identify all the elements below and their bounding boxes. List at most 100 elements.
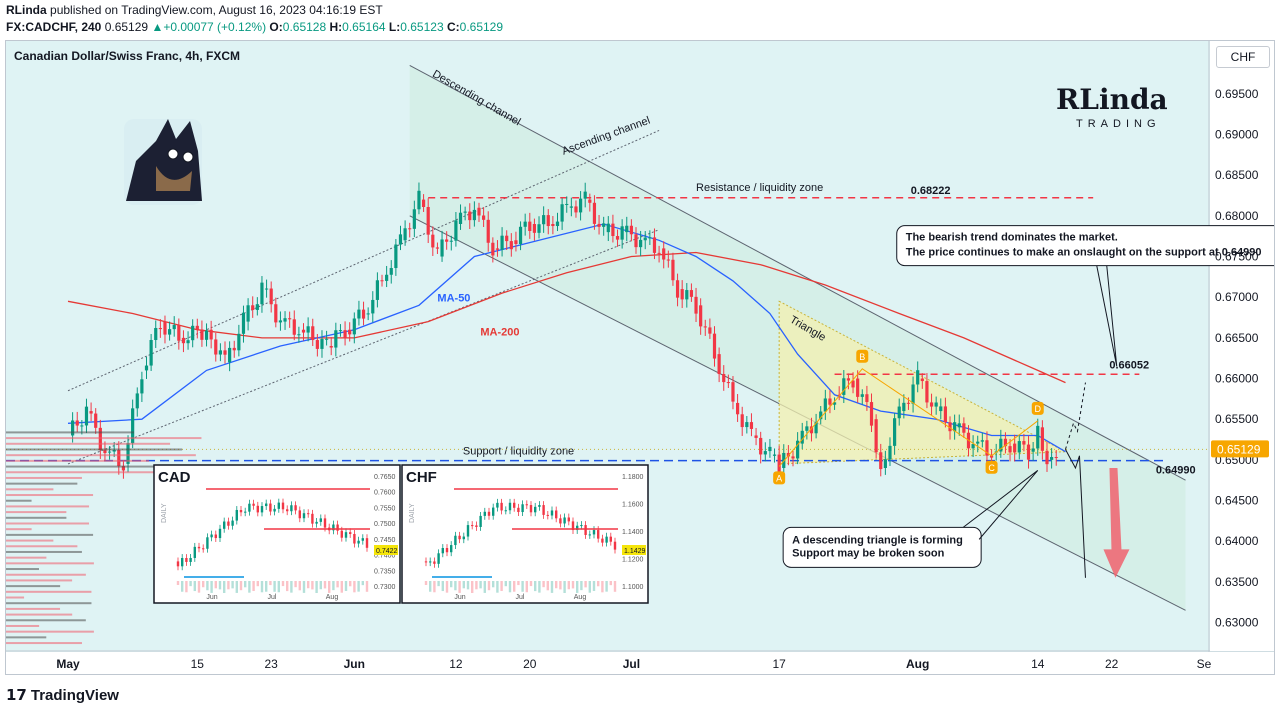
candle-body <box>412 209 416 229</box>
candle-body <box>662 248 666 260</box>
candle-body <box>458 212 463 224</box>
y-tick-label: 0.64000 <box>1215 534 1259 548</box>
candle-body <box>468 211 472 221</box>
candle-body <box>84 406 89 426</box>
x-tick-label: May <box>56 657 80 671</box>
inset-current-tag <box>374 545 398 555</box>
inset-candle-body <box>332 524 335 531</box>
volume-profile-bar <box>6 624 40 627</box>
inset-candle-body <box>193 546 196 558</box>
candle-body <box>94 413 98 428</box>
inset-volume-bar <box>248 581 251 593</box>
ma200-label: MA-200 <box>480 326 519 338</box>
inset-candle-body <box>525 504 528 506</box>
candle-body <box>560 204 564 222</box>
inset-volume-bar <box>189 581 192 587</box>
tradingview-footer[interactable]: 𝟭𝟳 TradingView <box>6 687 119 704</box>
inset-candle-body <box>298 510 301 519</box>
inset-candle-body <box>210 534 213 538</box>
candle-body <box>809 426 814 434</box>
candle-body <box>209 329 213 340</box>
candle-body <box>699 305 703 327</box>
candle-body <box>703 326 707 328</box>
candle-body <box>394 244 398 269</box>
volume-profile-bar <box>6 471 157 474</box>
publish-line: RLinda published on TradingView.com, Aug… <box>6 3 383 17</box>
note-top-line-1: The bearish trend dominates the market. <box>906 232 1118 244</box>
inset-candle-body <box>529 505 533 513</box>
inset-y-label: 0.7650 <box>374 474 396 481</box>
close-value: 0.65129 <box>459 20 504 34</box>
inset-candle-body <box>277 502 280 509</box>
candle-body <box>315 340 319 349</box>
inset-candle-body <box>601 538 604 543</box>
inset-volume-bar <box>302 581 306 593</box>
candle-body <box>1050 457 1054 460</box>
inset-volume-bar <box>597 581 600 587</box>
candle-body <box>251 305 255 310</box>
inset-candle-body <box>559 518 562 524</box>
candle-body <box>204 330 209 340</box>
candle-body <box>532 224 537 233</box>
inset-volume-bar <box>206 581 209 591</box>
candle-body <box>472 209 476 221</box>
inset-volume-bar <box>307 581 310 589</box>
candle-body <box>555 221 560 227</box>
candle-body <box>666 259 670 261</box>
volume-profile-bar <box>6 590 92 593</box>
chart-pane[interactable]: Descending channel Ascending channel Trian… <box>5 40 1275 675</box>
candle-body <box>283 318 287 322</box>
inset-volume-bar <box>315 581 318 593</box>
candle-body <box>1008 446 1012 453</box>
x-tick-label: 17 <box>772 657 786 671</box>
inset-volume-bar <box>500 581 503 592</box>
current-price-tag-label: 0.65129 <box>1217 442 1261 456</box>
inset-candle-body <box>189 557 192 562</box>
inset-candle-body <box>239 509 243 513</box>
candle-body <box>440 239 444 257</box>
candle-body <box>953 422 957 432</box>
candle-body <box>745 422 749 428</box>
inset-volume-bar <box>235 581 238 593</box>
inset-candle-body <box>307 513 310 515</box>
candle-body <box>375 280 379 300</box>
inset-volume-bar <box>559 581 562 590</box>
candle-body <box>879 452 883 470</box>
candle-body <box>929 402 934 407</box>
x-tick-label: Aug <box>906 657 929 671</box>
volume-profile-bar <box>6 573 86 576</box>
resistance-label: Resistance / liquidity zone <box>696 182 823 194</box>
x-tick-label: 14 <box>1031 657 1045 671</box>
inset-volume-bar <box>176 581 180 585</box>
candle-body <box>325 338 329 340</box>
author-name[interactable]: RLinda <box>6 3 47 17</box>
x-tick-label: 12 <box>449 657 463 671</box>
inset-volume-bar <box>580 581 583 591</box>
candle-body <box>505 235 509 242</box>
volume-profile-bar <box>6 585 61 588</box>
candle-body <box>754 435 758 438</box>
candle-body <box>583 191 587 199</box>
currency-button[interactable]: CHF <box>1216 46 1270 68</box>
candle-body <box>334 330 338 348</box>
candle-body <box>920 378 924 382</box>
inset-volume-bar <box>521 581 524 592</box>
inset-y-label: 0.7300 <box>374 584 396 591</box>
inset-candle-body <box>227 521 230 526</box>
ma50-label: MA-50 <box>437 292 470 304</box>
volume-profile-bar <box>6 516 67 519</box>
candle-body <box>823 398 827 412</box>
inset-candle-body <box>496 502 499 508</box>
candle-body <box>223 350 227 355</box>
inset-x-label: Aug <box>326 594 339 601</box>
inset-volume-bar <box>340 581 343 593</box>
note-top-pointer <box>1096 265 1118 367</box>
candle-body <box>1031 448 1035 452</box>
inset-candle-body <box>588 534 591 536</box>
candle-body <box>578 198 583 213</box>
support-level-label: 0.64990 <box>1156 465 1196 477</box>
candle-body <box>569 206 573 208</box>
y-tick-label: 0.67500 <box>1215 250 1259 264</box>
candle-body <box>574 206 578 213</box>
